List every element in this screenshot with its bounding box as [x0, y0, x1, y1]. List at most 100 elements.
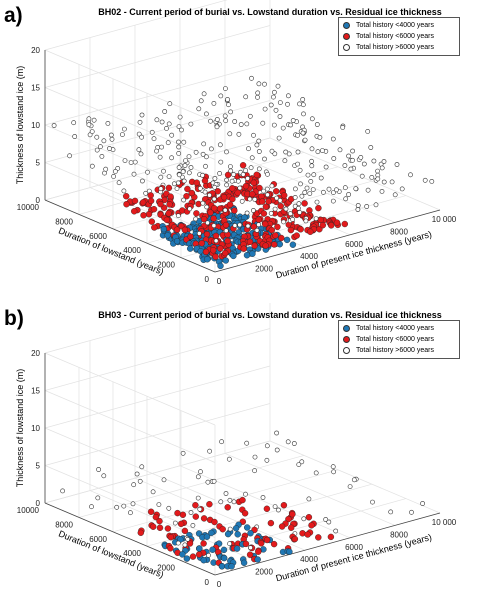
data-point [291, 441, 297, 446]
data-point [200, 172, 205, 178]
y-tick-label: 4000 [123, 246, 141, 255]
data-point [307, 191, 313, 196]
data-point [341, 220, 348, 228]
data-point [145, 210, 153, 218]
data-point [176, 144, 182, 150]
z-tick-label: 5 [36, 159, 41, 168]
data-point [239, 198, 245, 204]
data-point [293, 232, 300, 239]
data-point [181, 139, 187, 145]
data-point [217, 142, 223, 148]
data-point [203, 111, 209, 117]
data-point [315, 534, 322, 541]
data-point [228, 563, 235, 570]
grid-line [112, 469, 339, 533]
data-point [136, 131, 142, 137]
data-point [212, 184, 218, 190]
x-axis-label: Duration of present ice thickness (years… [275, 532, 433, 583]
data-point [186, 245, 194, 252]
data-point [364, 204, 370, 209]
data-point [183, 555, 191, 562]
data-point [331, 469, 336, 475]
x-tick-label: 6000 [345, 543, 363, 552]
y-tick-label: 2000 [157, 261, 175, 270]
data-point [330, 464, 336, 470]
data-point [154, 117, 160, 123]
data-point [308, 522, 315, 529]
data-point [287, 226, 295, 234]
data-point [280, 125, 286, 131]
data-point [166, 121, 172, 127]
data-point [243, 524, 251, 531]
legend-marker-red [343, 33, 350, 40]
data-point [291, 535, 299, 543]
grid-line [44, 390, 216, 463]
data-point [218, 93, 224, 99]
legend-marker-red [343, 336, 350, 343]
data-point [228, 109, 233, 115]
data-point [151, 136, 157, 142]
data-point [51, 123, 57, 128]
data-point [261, 188, 266, 194]
data-point [297, 209, 302, 215]
data-point [274, 447, 280, 453]
data-point [289, 241, 297, 248]
data-point [271, 122, 277, 128]
data-point [342, 185, 348, 191]
data-point [343, 196, 349, 202]
data-point [355, 203, 361, 208]
data-point [203, 533, 211, 540]
data-point [122, 158, 128, 163]
data-point [203, 154, 209, 160]
data-point [242, 540, 250, 548]
data-point [207, 192, 212, 198]
data-point [254, 556, 261, 563]
data-point [218, 499, 224, 505]
tick-labels: 0 2000 4000 6000 8000 10 000 0 2000 4000 6000 8000… [17, 46, 457, 286]
data-point [249, 190, 256, 198]
data-point [105, 121, 111, 126]
data-point [300, 97, 306, 102]
data-point [277, 100, 283, 105]
data-point [265, 198, 272, 205]
data-point [224, 149, 229, 155]
data-point [409, 509, 414, 515]
y-tick-label: 10000 [17, 506, 40, 515]
data-point [305, 513, 313, 521]
data-point [268, 226, 275, 234]
data-point [315, 149, 321, 155]
data-point [271, 241, 278, 248]
data-point [224, 171, 232, 179]
data-point [179, 127, 184, 133]
data-point [211, 223, 217, 228]
data-point [379, 188, 385, 194]
data-point [167, 101, 173, 107]
data-point [285, 515, 292, 523]
data-point [243, 168, 248, 173]
data-point [246, 551, 254, 558]
data-point [206, 552, 211, 558]
data-point [314, 199, 320, 205]
data-point [143, 190, 149, 196]
legend-marker-open [343, 44, 350, 51]
x-tick-label: 0 [217, 580, 222, 589]
data-point [239, 162, 247, 169]
y-tick-label: 0 [205, 578, 210, 587]
data-point [193, 210, 200, 217]
data-point [121, 503, 127, 509]
data-point [226, 102, 231, 108]
data-point [223, 118, 229, 124]
data-point [212, 232, 220, 240]
data-point [231, 499, 237, 505]
data-point [162, 109, 168, 114]
data-point [147, 508, 155, 516]
data-point [314, 122, 320, 127]
data-point [251, 132, 256, 138]
data-point [222, 113, 228, 119]
data-point [351, 477, 357, 483]
y-axis-line [44, 199, 216, 273]
data-point [330, 198, 336, 204]
data-point [252, 454, 258, 460]
data-point [255, 216, 262, 223]
data-point [188, 121, 194, 127]
